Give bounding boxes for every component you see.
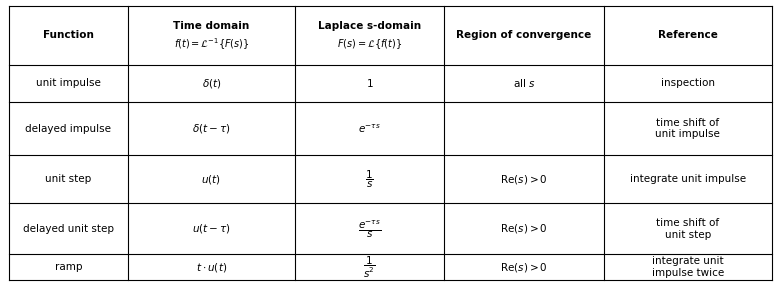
Text: time shift of
unit impulse: time shift of unit impulse [655,118,720,139]
Text: $\dfrac{e^{-\tau s}}{s}$: $\dfrac{e^{-\tau s}}{s}$ [358,218,381,240]
Text: delayed impulse: delayed impulse [26,124,112,134]
Text: time shift of
unit step: time shift of unit step [656,218,719,240]
Text: $e^{-\tau s}$: $e^{-\tau s}$ [358,122,381,135]
Text: inspection: inspection [661,78,715,88]
Text: $\delta(t)$: $\delta(t)$ [201,77,221,90]
Text: $u(t)$: $u(t)$ [201,173,221,186]
Text: $\dfrac{1}{s}$: $\dfrac{1}{s}$ [366,169,374,190]
Text: Region of convergence: Region of convergence [456,30,591,40]
Text: ramp: ramp [55,262,82,272]
Text: $t \cdot u(t)$: $t \cdot u(t)$ [196,261,227,274]
Text: Time domain: Time domain [173,21,249,31]
Text: Laplace s-domain: Laplace s-domain [318,21,421,31]
Text: unit impulse: unit impulse [36,78,101,88]
Text: $\mathrm{Re}(s) > 0$: $\mathrm{Re}(s) > 0$ [500,173,547,186]
Text: $\dfrac{1}{s^2}$: $\dfrac{1}{s^2}$ [363,255,376,280]
Text: $F(s) = \mathcal{L}\{f(t)\}$: $F(s) = \mathcal{L}\{f(t)\}$ [337,37,402,51]
Text: all $s$: all $s$ [512,77,535,89]
Text: integrate unit
impulse twice: integrate unit impulse twice [651,257,724,278]
Text: $\mathrm{Re}(s) > 0$: $\mathrm{Re}(s) > 0$ [500,261,547,274]
Text: Function: Function [43,30,94,40]
Text: unit step: unit step [45,174,91,184]
Text: $1$: $1$ [366,77,373,89]
Text: $f(t) = \mathcal{L}^{-1}\{F(s)\}$: $f(t) = \mathcal{L}^{-1}\{F(s)\}$ [173,36,249,52]
Text: integrate unit impulse: integrate unit impulse [629,174,746,184]
Text: $u(t-\tau)$: $u(t-\tau)$ [192,222,230,235]
Text: delayed unit step: delayed unit step [23,224,114,234]
Text: $\delta(t-\tau)$: $\delta(t-\tau)$ [192,122,230,135]
Text: $\mathrm{Re}(s) > 0$: $\mathrm{Re}(s) > 0$ [500,222,547,235]
Text: Reference: Reference [658,30,718,40]
